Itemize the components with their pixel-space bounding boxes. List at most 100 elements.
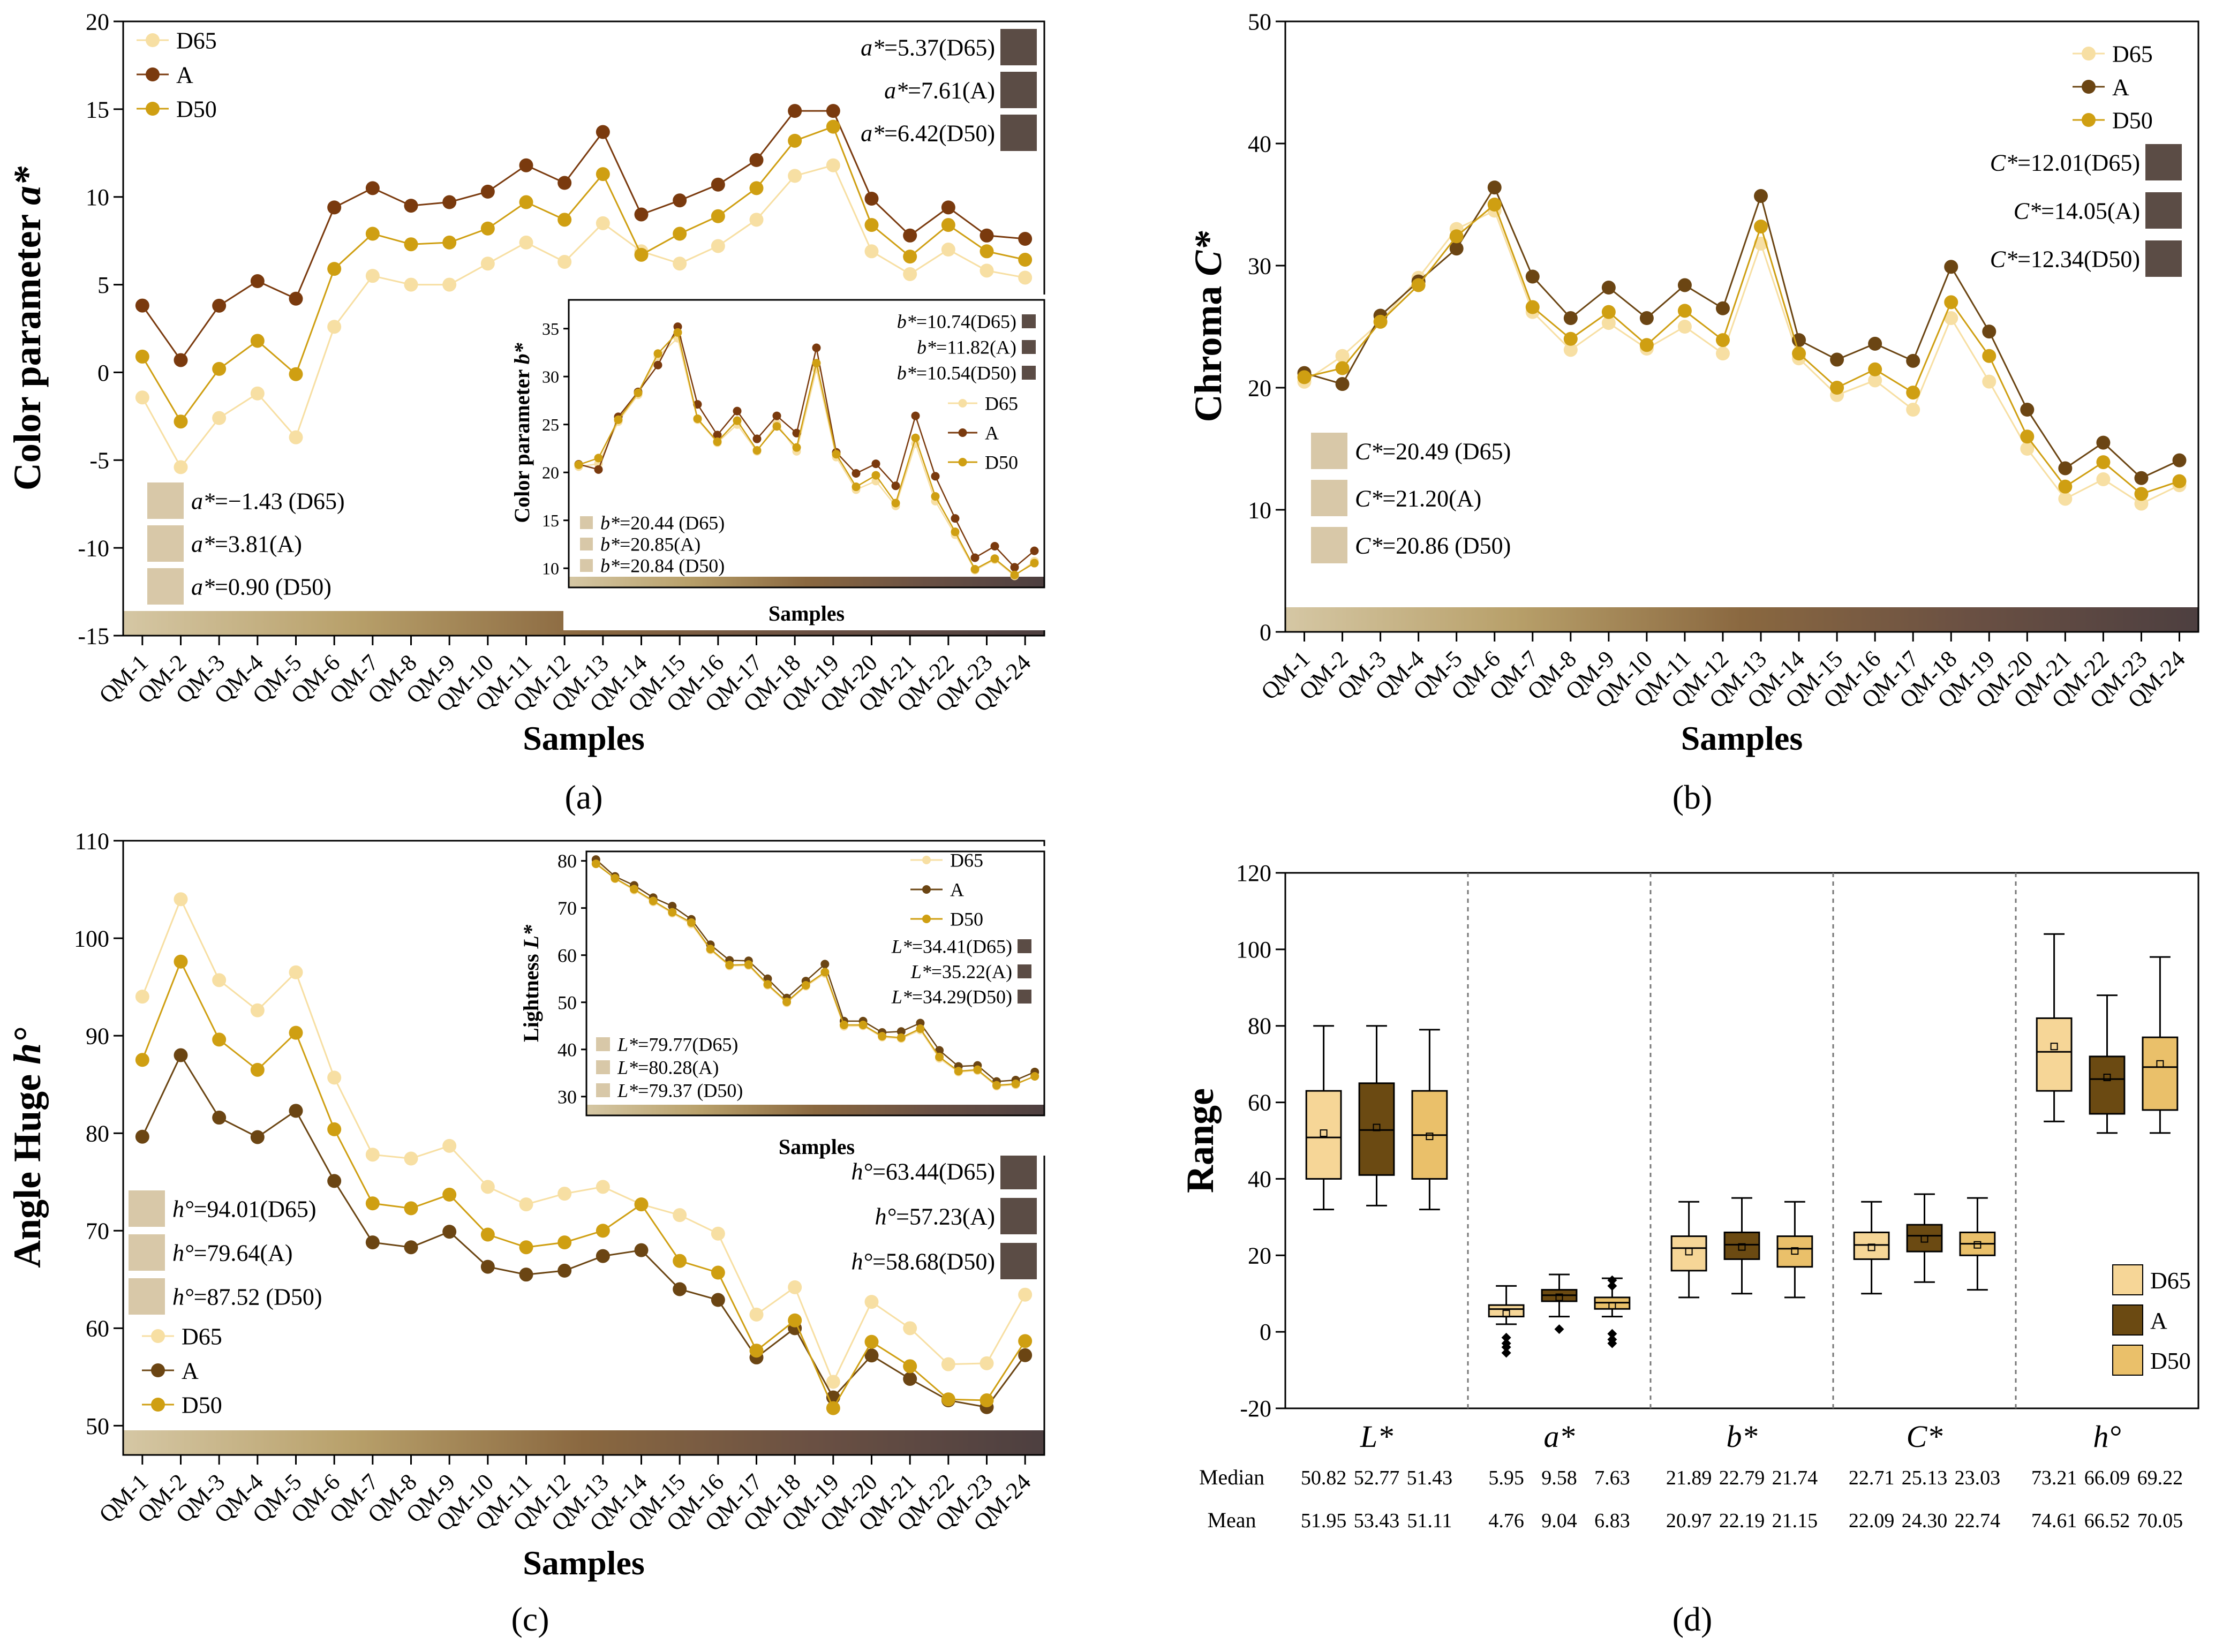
data-point-D50 [832, 450, 841, 459]
data-point-A [1830, 352, 1844, 367]
data-point-D50 [289, 1025, 303, 1040]
data-point-A [911, 411, 920, 420]
data-point-D50 [980, 244, 994, 259]
y-tick-label: 80 [86, 1121, 109, 1147]
data-point-D50 [327, 1122, 342, 1136]
data-point-D65 [1715, 346, 1730, 361]
stat-label: a*=5.37(D65) [861, 34, 995, 61]
mean-marker [2156, 1060, 2164, 1068]
data-point-D50 [858, 1020, 868, 1029]
y-axis-title: Lightness L* [519, 924, 543, 1042]
y-tick-label: 60 [86, 1316, 109, 1342]
data-point-D65 [174, 460, 188, 474]
mean-value: 20.97 [1666, 1510, 1712, 1532]
legend-label: A [950, 879, 964, 901]
data-point-A [1906, 353, 1920, 368]
box [2089, 1055, 2126, 1115]
y-tick-label: -15 [78, 623, 109, 649]
stat-label: b*=20.85(A) [600, 534, 700, 555]
data-point-D65 [1563, 343, 1578, 357]
data-point-A [519, 158, 533, 172]
stat-swatch [147, 482, 184, 519]
mean-marker [1320, 1129, 1328, 1137]
series-line-D65 [141, 897, 1026, 1384]
panel-a-chart: -15-10-505101520QM-1QM-2QM-3QM-4QM-5QM-6… [6, 9, 1050, 816]
data-point-A [634, 207, 649, 222]
data-point-D50 [788, 133, 802, 148]
stat-label: b*=20.44 (D65) [600, 512, 725, 534]
legend-label: A [2112, 74, 2129, 100]
data-point-A [327, 1174, 342, 1188]
data-point-A [896, 1027, 906, 1036]
stat-swatch [580, 516, 593, 529]
data-point-D50 [212, 1032, 227, 1047]
data-point-A [935, 1046, 944, 1055]
data-point-A [2134, 471, 2149, 485]
mean-marker [1791, 1247, 1799, 1255]
legend-label: D65 [176, 27, 217, 54]
mean-marker [1685, 1248, 1693, 1256]
data-point-D50 [864, 218, 879, 232]
legend-marker [922, 856, 931, 864]
data-point-A [668, 902, 677, 911]
data-point-D50 [1018, 1334, 1033, 1348]
median-value: 51.43 [1407, 1467, 1453, 1489]
data-point-D65 [2058, 492, 2073, 506]
outlier-marker [1501, 1342, 1511, 1352]
stat-swatch [596, 1060, 610, 1074]
data-point-A [2058, 461, 2073, 476]
data-point-D50 [591, 859, 600, 869]
series-line-A [578, 325, 1035, 569]
data-point-D50 [891, 499, 900, 508]
data-point-A [820, 960, 830, 969]
data-point-D50 [653, 349, 662, 358]
data-point-A [1677, 278, 1692, 292]
data-point-D50 [634, 1197, 649, 1212]
data-point-D65 [480, 257, 495, 271]
median-value: 69.22 [2137, 1467, 2183, 1489]
y-tick-label: 35 [542, 319, 559, 338]
data-point-A [1449, 242, 1464, 256]
data-point-D65 [596, 216, 610, 230]
panel-label: (b) [1672, 778, 1713, 816]
data-point-D65 [749, 1307, 764, 1322]
data-point-D50 [1335, 361, 1350, 375]
data-point-D50 [1677, 304, 1692, 318]
data-point-D50 [711, 1265, 725, 1280]
data-point-A [327, 200, 342, 215]
group-label: h° [2093, 1419, 2121, 1454]
data-point-D50 [1010, 570, 1019, 579]
data-point-D65 [788, 169, 802, 183]
legend-label: D65 [985, 393, 1018, 414]
data-point-D50 [250, 334, 265, 348]
data-point-A [903, 1371, 917, 1386]
legend-marker [958, 428, 967, 437]
data-point-D50 [1411, 278, 1426, 292]
mean-marker [1426, 1133, 1434, 1141]
stat-swatch [1000, 1198, 1037, 1234]
legend-marker [151, 1329, 165, 1343]
mean-marker [1608, 1302, 1616, 1310]
data-point-D65 [212, 973, 227, 987]
data-point-D50 [574, 460, 583, 469]
stat-label: h°=63.44(D65) [851, 1158, 995, 1185]
data-point-A [596, 1249, 610, 1263]
panel-d-boxplot: -20 0 20 40 60 80 100 120 Range L* 50.82 51.95 52.77… [1179, 860, 2199, 1638]
data-point-D50 [752, 446, 762, 455]
data-point-D50 [1018, 253, 1033, 267]
data-point-D50 [935, 1052, 944, 1061]
data-point-D50 [916, 1024, 925, 1034]
data-point-D50 [250, 1062, 265, 1077]
legend-marker [151, 1398, 165, 1412]
data-point-D50 [941, 218, 955, 232]
data-point-D65 [327, 1070, 342, 1085]
data-point-D50 [812, 359, 821, 368]
legend-label: D50 [2150, 1348, 2191, 1374]
panel-c-chart: 5060708090100110QM-1QM-2QM-3QM-4QM-5QM-6… [6, 828, 1050, 1638]
data-point-A [711, 1293, 725, 1307]
data-point-D65 [711, 1226, 725, 1241]
data-point-D50 [2020, 429, 2035, 444]
stat-label: L*=79.37 (D50) [617, 1080, 743, 1102]
data-point-D65 [442, 1138, 457, 1153]
